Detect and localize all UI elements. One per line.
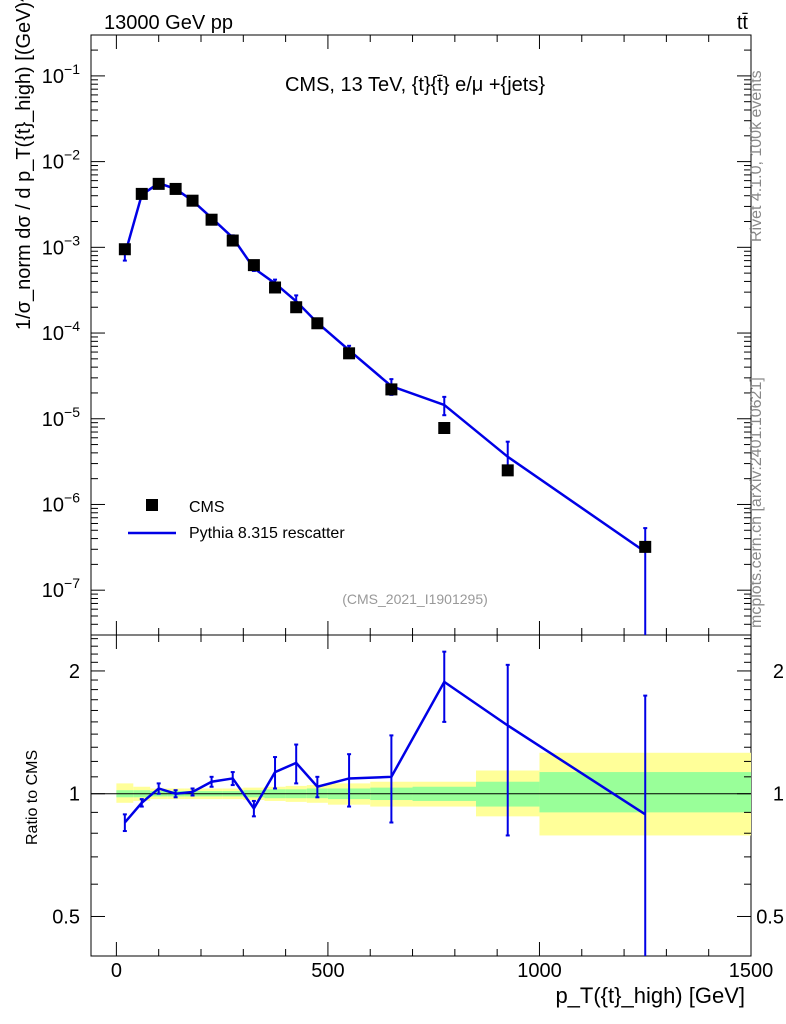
main-ytick-label-1: 10−2 [42, 147, 80, 174]
main-axis-ticks: 10−1 10−2 10−3 10−4 10−5 10−6 10−7 [42, 35, 752, 636]
cms-point [226, 234, 239, 247]
cms-point [343, 347, 356, 360]
cms-point [169, 182, 182, 195]
analysis-title: CMS, 13 TeV, {t}{t̄} e/μ +{jets} [285, 74, 545, 96]
ratio-xtick-label-2: 1000 [517, 960, 562, 982]
main-ytick-label-3: 10−4 [42, 318, 80, 345]
ratio-ytick-label-right-0: 0.5 [756, 906, 784, 928]
svg-text:1/σ_norm dσ / d p_T({t}_high): 1/σ_norm dσ / d p_T({t}_high) [(GeV)^-1] [13, 0, 35, 330]
legend-cms-label: CMS [189, 499, 225, 516]
ratio-ylabel: Ratio to CMS [24, 750, 41, 845]
xlabel: p_T({t}_high) [GeV] [555, 983, 745, 1008]
cms-point [438, 422, 451, 435]
process-symbol: tt̄ [737, 12, 749, 34]
main-ytick-label-0: 10−1 [42, 61, 80, 88]
svg-text:Ratio to CMS: Ratio to CMS [24, 750, 41, 845]
cms-point [186, 194, 199, 207]
legend: CMS Pythia 8.315 rescatter [128, 499, 345, 542]
cms-point [501, 464, 514, 477]
main-ytick-label-6: 10−7 [42, 575, 80, 602]
pythia-line [123, 181, 646, 553]
ratio-ytick-label-left-2: 2 [69, 661, 80, 683]
legend-cms-marker [146, 499, 158, 511]
cms-point [135, 187, 148, 200]
main-data-marks [118, 177, 652, 635]
ratio-axis-ticks: 0 500 1000 1500 0.5 0.5 1 1 2 2 [52, 635, 784, 982]
main-ylabel: 1/σ_norm dσ / d p_T({t}_high) [(GeV)^-1] [13, 0, 35, 330]
ratio-xtick-label-3: 1500 [729, 960, 774, 982]
cms-point [269, 281, 282, 294]
cms-point [247, 259, 260, 272]
cms-point [290, 301, 303, 314]
cms-point [205, 213, 218, 226]
main-ytick-label-5: 10−6 [42, 489, 80, 516]
cms-point [152, 177, 165, 190]
main-ytick-label-2: 10−3 [42, 232, 80, 259]
beam-label: 13000 GeV pp [104, 12, 233, 34]
main-panel-frame [90, 34, 752, 636]
ratio-ytick-label-right-2: 2 [773, 661, 784, 683]
main-ytick-label-4: 10−5 [42, 404, 80, 431]
ratio-xtick-label-0: 0 [111, 960, 122, 982]
ratio-ytick-label-left-1: 1 [69, 784, 80, 806]
legend-pythia-label: Pythia 8.315 rescatter [189, 525, 345, 542]
ratio-line [123, 680, 646, 824]
ratio-data-marks [122, 650, 648, 956]
analysis-id: (CMS_2021_I1901295) [342, 591, 488, 607]
ratio-ytick-label-right-1: 1 [773, 784, 784, 806]
cms-point [118, 243, 131, 256]
ratio-ytick-label-left-0: 0.5 [52, 906, 80, 928]
cms-point [311, 317, 324, 330]
mcplots-label: mcplots.cern.ch [arXiv:2401.10621] [748, 377, 765, 628]
cms-point [385, 383, 398, 396]
ratio-xtick-label-1: 500 [311, 960, 344, 982]
cms-point [639, 540, 652, 553]
rivet-version-label: Rivet 4.1.0, 100k events [748, 70, 765, 242]
